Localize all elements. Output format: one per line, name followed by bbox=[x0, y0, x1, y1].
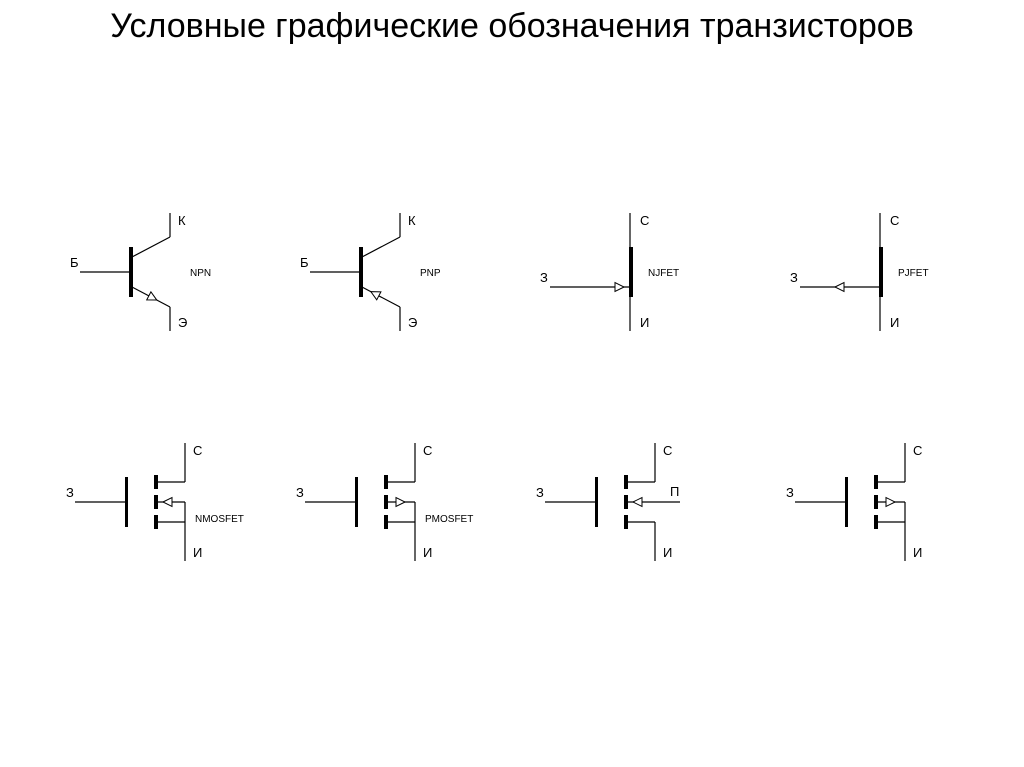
svg-text:З: З bbox=[790, 270, 798, 285]
svg-text:PMOSFET: PMOSFET bbox=[425, 514, 473, 525]
svg-text:Э: Э bbox=[408, 315, 417, 330]
svg-text:PNP: PNP bbox=[420, 268, 441, 279]
page-title: Условные графические обозначения транзис… bbox=[0, 0, 1024, 47]
svg-text:И: И bbox=[663, 545, 672, 560]
svg-text:NMOSFET: NMOSFET bbox=[195, 514, 244, 525]
svg-text:PJFET: PJFET bbox=[898, 268, 929, 279]
svg-text:Б: Б bbox=[300, 255, 309, 270]
svg-text:И: И bbox=[640, 315, 649, 330]
svg-text:И: И bbox=[423, 545, 432, 560]
svg-text:С: С bbox=[663, 443, 672, 458]
svg-text:З: З bbox=[786, 485, 794, 500]
svg-text:Э: Э bbox=[178, 315, 187, 330]
svg-text:С: С bbox=[193, 443, 202, 458]
svg-text:NJFET: NJFET bbox=[648, 268, 679, 279]
svg-text:С: С bbox=[890, 213, 899, 228]
symbol-mos3: П З С И bbox=[530, 437, 750, 577]
svg-text:И: И bbox=[913, 545, 922, 560]
svg-text:З: З bbox=[296, 485, 304, 500]
symbol-nmos: З С И NMOSFET bbox=[60, 437, 280, 577]
svg-text:З: З bbox=[540, 270, 548, 285]
svg-text:К: К bbox=[178, 213, 186, 228]
symbol-npn: Б К Э NPN bbox=[60, 207, 280, 347]
symbol-pnp: Б К Э PNP bbox=[290, 207, 510, 347]
svg-text:И: И bbox=[193, 545, 202, 560]
symbol-njfet: З С И NJFET bbox=[530, 207, 750, 347]
symbol-pmos: З С И PMOSFET bbox=[290, 437, 510, 577]
svg-text:С: С bbox=[640, 213, 649, 228]
svg-text:Б: Б bbox=[70, 255, 79, 270]
symbol-mos4: З С И bbox=[780, 437, 1000, 577]
svg-text:NPN: NPN bbox=[190, 268, 211, 279]
svg-text:П: П bbox=[670, 484, 679, 499]
svg-text:И: И bbox=[890, 315, 899, 330]
svg-text:С: С bbox=[913, 443, 922, 458]
symbol-pjfet: З С И PJFET bbox=[780, 207, 1000, 347]
svg-text:З: З bbox=[536, 485, 544, 500]
svg-text:З: З bbox=[66, 485, 74, 500]
svg-text:С: С bbox=[423, 443, 432, 458]
svg-text:К: К bbox=[408, 213, 416, 228]
